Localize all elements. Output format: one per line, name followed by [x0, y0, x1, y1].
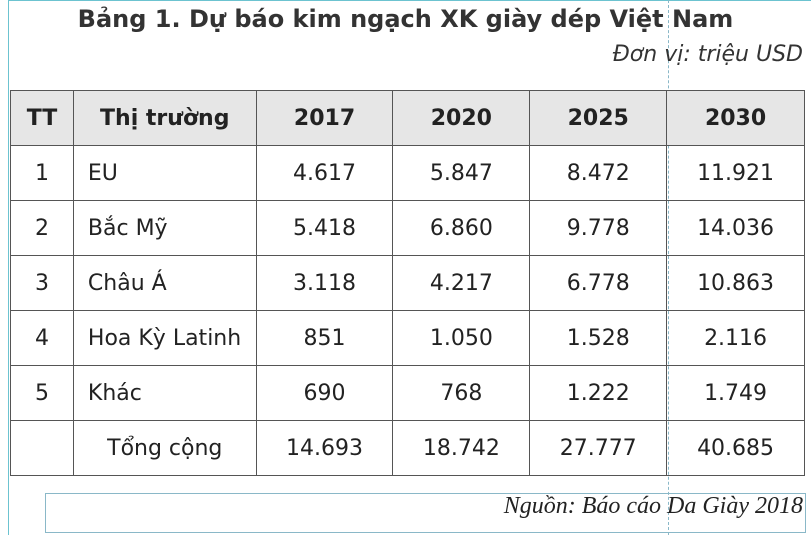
table-cell: Khác — [72, 365, 257, 421]
table-cell: 1.749 — [666, 365, 805, 421]
table-cell: 8.472 — [529, 145, 668, 201]
total-label: Tổng cộng — [72, 420, 257, 476]
total-row: Tổng cộng 14.693 18.742 27.777 40.685 — [10, 420, 805, 476]
table-cell: 6.778 — [529, 255, 668, 311]
guide-line — [8, 0, 811, 1]
table-cell: Châu Á — [72, 255, 257, 311]
table-cell: 851 — [255, 310, 394, 366]
total-cell: 40.685 — [666, 420, 805, 476]
table-cell: 10.863 — [666, 255, 805, 311]
table-cell: Hoa Kỳ Latinh — [72, 310, 257, 366]
table-cell: EU — [72, 145, 257, 201]
column-header: 2025 — [529, 90, 668, 146]
total-cell: 18.742 — [392, 420, 531, 476]
table-cell: 690 — [255, 365, 394, 421]
table-cell: 4.217 — [392, 255, 531, 311]
table-cell: 5.847 — [392, 145, 531, 201]
table-row: 1 EU 4.617 5.847 8.472 11.921 — [10, 145, 805, 201]
column-header: 2017 — [255, 90, 394, 146]
column-header: Thị trường — [72, 90, 257, 146]
table-cell: Bắc Mỹ — [72, 200, 257, 256]
table-cell: 5.418 — [255, 200, 394, 256]
table-cell: 3.118 — [255, 255, 394, 311]
table-row: 5 Khác 690 768 1.222 1.749 — [10, 365, 805, 421]
table-cell: 768 — [392, 365, 531, 421]
title: Bảng 1. Dự báo kim ngạch XK giày dép Việ… — [77, 5, 734, 33]
total-cell: 14.693 — [255, 420, 394, 476]
table-row: 3 Châu Á 3.118 4.217 6.778 10.863 — [10, 255, 805, 311]
guide-line — [8, 0, 9, 535]
source-box — [45, 493, 806, 533]
source: Nguồn: Báo cáo Da Giày 2018 — [503, 493, 803, 519]
column-header: 2020 — [392, 90, 531, 146]
table-cell: 4.617 — [255, 145, 394, 201]
header-row: TT Thị trường 2017 2020 2025 2030 — [10, 90, 805, 146]
table-cell: 2.116 — [666, 310, 805, 366]
table-cell: 1 — [10, 145, 74, 201]
table-cell: 1.050 — [392, 310, 531, 366]
table-cell: 3 — [10, 255, 74, 311]
table-cell: 11.921 — [666, 145, 805, 201]
table-cell: 14.036 — [666, 200, 805, 256]
unit: Đơn vị: triệu USD — [612, 42, 803, 67]
column-header: 2030 — [666, 90, 805, 146]
total-cell: 27.777 — [529, 420, 668, 476]
table-cell — [10, 420, 74, 476]
table-cell: 9.778 — [529, 200, 668, 256]
column-header: TT — [10, 90, 74, 146]
table-body: 1 EU 4.617 5.847 8.472 11.921 2 Bắc Mỹ 5.418 6.86… — [10, 145, 805, 476]
table-cell: 2 — [10, 200, 74, 256]
data-table: TT Thị trường 2017 2020 2025 2030 1 EU 4.617 5.8… — [10, 90, 805, 476]
table-row: 2 Bắc Mỹ 5.418 6.860 9.778 14.036 — [10, 200, 805, 256]
table-cell: 4 — [10, 310, 74, 366]
table-cell: 6.860 — [392, 200, 531, 256]
table-row: 4 Hoa Kỳ Latinh 851 1.050 1.528 2.116 — [10, 310, 805, 366]
table-cell: 5 — [10, 365, 74, 421]
table-cell: 1.528 — [529, 310, 668, 366]
table-cell: 1.222 — [529, 365, 668, 421]
